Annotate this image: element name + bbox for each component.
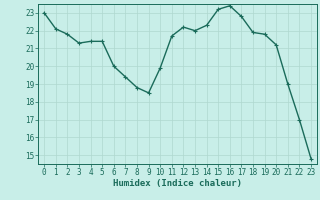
X-axis label: Humidex (Indice chaleur): Humidex (Indice chaleur)	[113, 179, 242, 188]
